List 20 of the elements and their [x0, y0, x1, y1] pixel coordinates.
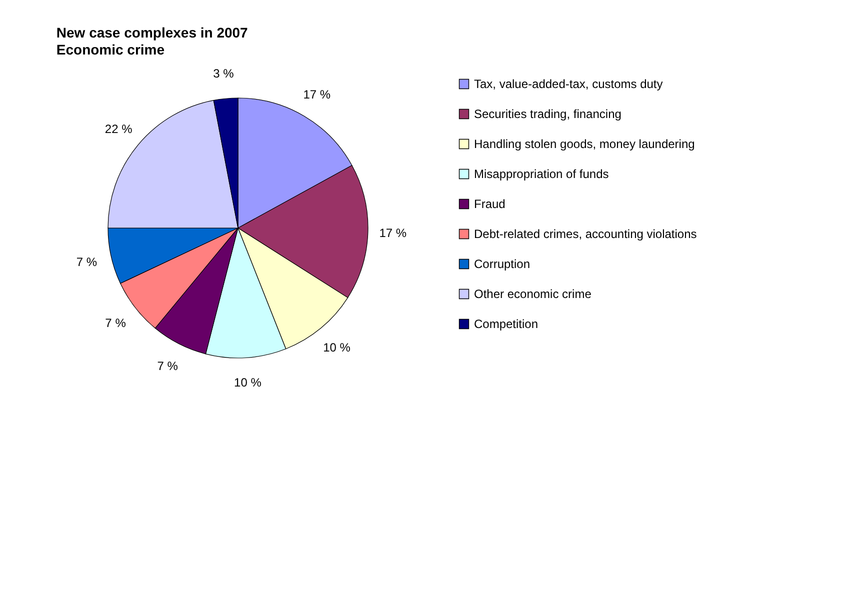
legend-label: Competition — [474, 317, 538, 331]
legend-label: Other economic crime — [474, 287, 592, 301]
chart-subtitle: Economic crime — [56, 42, 165, 58]
legend-label: Misappropriation of funds — [474, 167, 609, 181]
data-label: 7 % — [157, 359, 178, 374]
data-label: 17 % — [303, 88, 331, 102]
data-label: 7 % — [105, 316, 126, 330]
data-label: 7 % — [76, 254, 98, 269]
legend-label: Corruption — [474, 257, 530, 271]
legend-label: Fraud — [474, 197, 506, 211]
data-label: 10 % — [323, 340, 351, 354]
legend-label: Handling stolen goods, money laundering — [474, 137, 695, 151]
legend-label: Tax, value-added-tax, customs duty — [474, 77, 663, 91]
data-label: 10 % — [234, 376, 262, 390]
data-label: 17 % — [379, 226, 407, 240]
legend-label: Securities trading, financing — [474, 107, 622, 121]
data-label: 3 % — [213, 66, 234, 81]
data-label: 22 % — [104, 122, 133, 136]
legend-label: Debt-related crimes, accounting violations — [474, 227, 697, 241]
chart-title: New case complexes in 2007 — [56, 24, 248, 41]
